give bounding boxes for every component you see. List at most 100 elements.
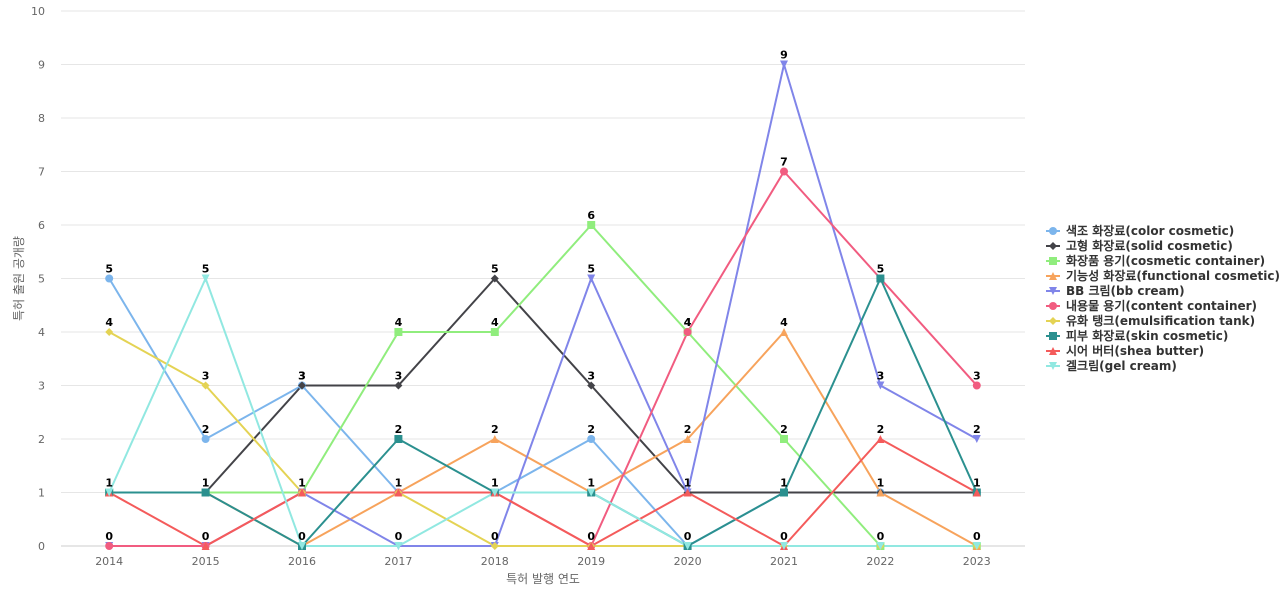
legend-marker xyxy=(1049,302,1057,310)
legend-label: 시어 버터(shea butter) xyxy=(1066,343,1204,358)
data-point xyxy=(683,328,692,336)
legend-item: 피부 화장료(skin cosmetic) xyxy=(1046,328,1228,343)
series-line-9 xyxy=(108,277,978,547)
data-label: 3 xyxy=(877,370,885,383)
x-tick-label: 2022 xyxy=(866,555,894,568)
data-label: 0 xyxy=(877,530,885,543)
series-line-8 xyxy=(108,438,978,547)
data-label: 5 xyxy=(877,263,885,276)
legend-item: 고형 화장료(solid cosmetic) xyxy=(1046,238,1233,253)
legend-item: 유화 탱크(emulsification tank) xyxy=(1046,313,1255,328)
y-tick-label: 3 xyxy=(38,380,45,393)
data-point xyxy=(972,381,981,390)
data-point xyxy=(780,167,788,176)
series-line-5 xyxy=(108,170,978,547)
y-tick-label: 5 xyxy=(38,273,45,286)
data-label: 4 xyxy=(395,316,403,329)
data-label: 2 xyxy=(973,423,981,436)
data-point xyxy=(683,488,692,497)
legend: 색조 화장료(color cosmetic)고형 화장료(solid cosme… xyxy=(1046,223,1280,373)
data-label: 7 xyxy=(780,156,788,169)
series-lines xyxy=(108,63,978,547)
legend-marker xyxy=(1049,287,1057,295)
x-tick-label: 2015 xyxy=(192,555,220,568)
x-tick-label: 2016 xyxy=(288,555,316,568)
y-tick-label: 4 xyxy=(38,326,45,339)
data-label: 4 xyxy=(780,316,788,329)
data-point xyxy=(298,542,306,550)
legend-item: 시어 버터(shea butter) xyxy=(1046,343,1204,358)
data-point xyxy=(105,542,114,550)
legend-label: 고형 화장료(solid cosmetic) xyxy=(1066,238,1233,253)
y-tick-label: 2 xyxy=(38,433,45,446)
data-point xyxy=(587,221,596,229)
x-tick-label: 2014 xyxy=(95,555,123,568)
data-point xyxy=(876,435,885,443)
data-label: 2 xyxy=(202,423,210,436)
legend-marker xyxy=(1049,362,1057,370)
data-label: 2 xyxy=(491,423,499,436)
legend-label: 기능성 화장료(functional cosmetic) xyxy=(1066,268,1280,283)
data-point xyxy=(587,435,596,443)
y-tick-label: 6 xyxy=(38,219,45,232)
x-tick-label: 2017 xyxy=(384,555,412,568)
legend-marker xyxy=(1049,317,1057,325)
legend-label: 겔크림(gel cream) xyxy=(1066,359,1177,373)
legend-marker xyxy=(1049,242,1057,250)
legend-marker xyxy=(1049,272,1057,280)
data-label: 6 xyxy=(587,209,595,222)
data-point xyxy=(587,381,596,390)
data-label: 0 xyxy=(202,530,210,543)
data-point xyxy=(105,274,114,283)
x-tick-label: 2018 xyxy=(481,555,509,568)
data-point xyxy=(490,328,499,336)
legend-marker xyxy=(1049,257,1057,265)
series-markers xyxy=(105,60,981,550)
data-point xyxy=(490,435,499,443)
data-point xyxy=(201,381,210,390)
data-point xyxy=(972,488,981,497)
legend-label: BB 크림(bb cream) xyxy=(1066,284,1185,298)
legend-label: 화장품 용기(cosmetic container) xyxy=(1066,253,1265,268)
data-label: 1 xyxy=(105,477,113,490)
legend-item: 화장품 용기(cosmetic container) xyxy=(1046,253,1265,268)
data-label: 0 xyxy=(973,530,981,543)
data-label: 9 xyxy=(780,49,788,62)
data-label: 0 xyxy=(395,530,403,543)
data-point xyxy=(876,488,885,497)
data-point xyxy=(876,542,885,550)
data-point xyxy=(780,542,788,550)
data-point xyxy=(587,488,596,497)
data-label: 0 xyxy=(587,530,595,543)
legend-item: 색조 화장료(color cosmetic) xyxy=(1046,223,1234,238)
data-point xyxy=(201,435,210,443)
data-label: 3 xyxy=(395,370,403,383)
data-point xyxy=(298,488,306,497)
data-label: 3 xyxy=(298,370,306,383)
data-point xyxy=(201,542,210,550)
data-point xyxy=(394,381,403,390)
data-point xyxy=(780,60,788,69)
data-point xyxy=(490,488,499,497)
legend-label: 피부 화장료(skin cosmetic) xyxy=(1066,328,1228,343)
data-label: 5 xyxy=(105,263,113,276)
legend-label: 내용물 용기(content container) xyxy=(1066,298,1257,313)
data-label: 1 xyxy=(780,477,788,490)
data-point xyxy=(876,381,885,390)
data-label: 1 xyxy=(684,477,692,490)
data-point xyxy=(298,381,306,390)
legend-marker xyxy=(1049,227,1057,235)
legend-item: 내용물 용기(content container) xyxy=(1046,298,1257,313)
data-label: 4 xyxy=(491,316,499,329)
data-point xyxy=(587,274,596,283)
legend-item: 기능성 화장료(functional cosmetic) xyxy=(1046,268,1280,283)
data-point xyxy=(780,435,788,443)
data-label: 4 xyxy=(684,316,692,329)
legend-item: 겔크림(gel cream) xyxy=(1046,359,1177,373)
data-label: 3 xyxy=(587,370,595,383)
y-tick-label: 8 xyxy=(38,112,45,125)
data-label: 3 xyxy=(973,370,981,383)
data-label: 2 xyxy=(877,423,885,436)
